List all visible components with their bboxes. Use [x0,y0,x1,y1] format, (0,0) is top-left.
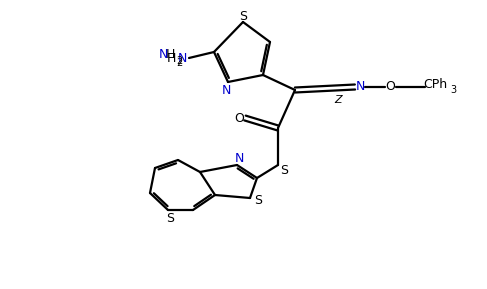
Text: N: N [356,81,365,94]
Text: O: O [234,112,244,125]
Text: 3: 3 [450,85,456,95]
Text: Z: Z [334,95,342,105]
Text: S: S [280,164,288,177]
Text: N: N [158,49,168,62]
Text: 2: 2 [176,58,182,68]
Text: S: S [166,212,174,225]
Text: H: H [167,51,176,64]
Text: N: N [234,151,244,164]
Text: S: S [254,194,262,207]
Text: H: H [165,49,175,62]
Text: S: S [239,10,247,23]
Text: N: N [221,84,231,97]
Text: O: O [385,81,395,94]
Text: 2: 2 [176,56,182,66]
Text: CPh: CPh [423,79,447,92]
Text: N: N [178,51,187,64]
